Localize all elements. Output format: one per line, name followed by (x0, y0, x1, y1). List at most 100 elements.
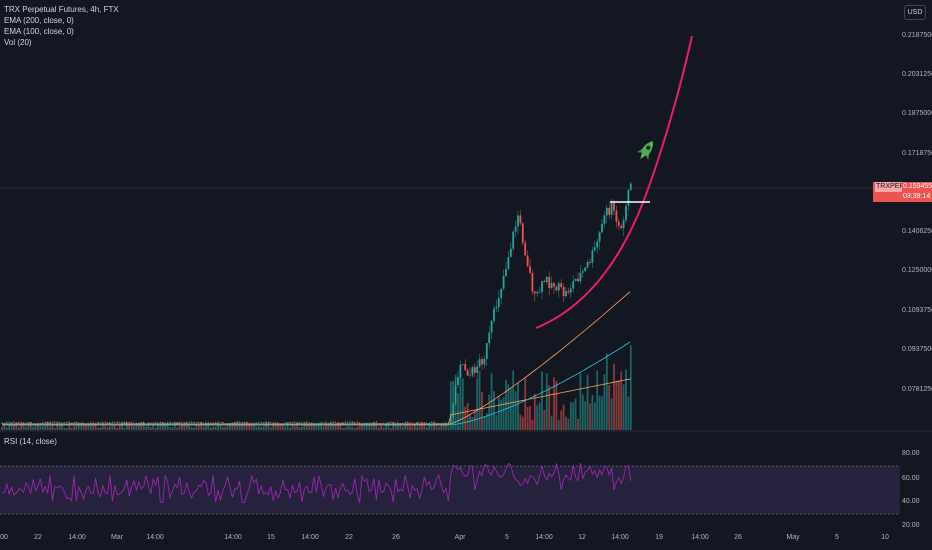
date-tick: 14:00 (224, 534, 242, 541)
volume-bar (495, 414, 498, 430)
candle-body (495, 306, 498, 309)
candle-body (437, 423, 440, 424)
volume-bar (505, 379, 507, 430)
volume-bar (121, 422, 123, 430)
volume-bar (70, 427, 73, 430)
candle-body (152, 422, 155, 424)
ema100-legend[interactable]: EMA (100, close, 0) (4, 27, 74, 36)
candle-body (524, 242, 527, 256)
candle-body (3, 422, 6, 424)
candle-body (130, 422, 133, 424)
volume-bar (622, 384, 625, 430)
volume-bar (149, 427, 152, 430)
price-tick: 0.0781250 (902, 386, 932, 393)
candle-body (380, 423, 383, 424)
volume-legend[interactable]: Vol (20) (4, 38, 32, 47)
candle-body (291, 422, 294, 423)
volume-bar (53, 427, 56, 430)
volume-bar (205, 422, 207, 430)
volume-bar (562, 404, 565, 430)
volume-bar (87, 424, 90, 430)
volume-bar (159, 423, 162, 430)
candle-body (500, 288, 503, 299)
volume-bar (305, 423, 308, 430)
date-tick: 22 (345, 534, 353, 541)
candle-body (481, 359, 483, 365)
volume-bar (8, 424, 11, 430)
candle-body (245, 422, 248, 424)
candle-body (267, 422, 270, 424)
ema200-legend[interactable]: EMA (200, close, 0) (4, 16, 74, 25)
symbol-title[interactable]: TRX Perpetual Futures, 4h, FTX (4, 5, 119, 14)
candle-body (502, 276, 505, 289)
volume-bar (363, 422, 366, 430)
volume-bar (193, 427, 195, 430)
volume-bar (17, 427, 20, 430)
date-tick: 14:00 (68, 534, 86, 541)
volume-bar (301, 426, 303, 430)
candle-body (39, 423, 42, 424)
volume-bar (469, 414, 471, 430)
volume-bar (277, 423, 279, 430)
candle-body (586, 261, 589, 268)
candle-body (454, 385, 457, 404)
volume-bar (224, 426, 227, 430)
volume-bar (39, 425, 42, 430)
volume-bar (466, 403, 469, 430)
candle-body (512, 231, 515, 249)
candle-body (303, 422, 306, 424)
candle-body (195, 422, 198, 423)
volume-bar (536, 405, 539, 430)
volume-bar (325, 423, 327, 430)
volume-bar (82, 423, 85, 430)
volume-bar (490, 373, 493, 430)
candle-body (178, 422, 181, 424)
candle-body (214, 422, 217, 424)
volume-bar (125, 422, 128, 430)
candle-body (409, 422, 411, 424)
volume-bar (272, 423, 275, 430)
volume-bar (5, 427, 8, 430)
volume-bar (447, 426, 450, 430)
candle-body (337, 422, 339, 424)
candle-body (260, 422, 263, 423)
candle-body (207, 422, 210, 424)
rsi-tick: 40.00 (902, 498, 920, 505)
volume-bar (238, 423, 241, 430)
rsi-legend[interactable]: RSI (14, close) (4, 437, 57, 446)
volume-bar (399, 424, 402, 430)
candle-body (617, 221, 620, 226)
price-tick: 0.1093750 (902, 307, 932, 314)
date-tick: 26 (734, 534, 742, 541)
currency-button[interactable]: USD (904, 5, 926, 20)
candle-body (485, 343, 488, 359)
price-tag-symbol: TRXPERP (875, 182, 902, 192)
candle-body (627, 189, 630, 206)
candle-body (629, 183, 632, 190)
candle-body (625, 205, 627, 221)
candle-body (538, 292, 541, 293)
candle-body (89, 422, 92, 424)
rocket-icon (636, 141, 654, 160)
volume-bar (123, 427, 126, 430)
volume-bar (262, 426, 265, 430)
candle-body (543, 280, 546, 283)
volume-bar (68, 422, 71, 430)
rsi-line (1, 462, 632, 504)
volume-bar (181, 425, 183, 430)
candle-body (449, 417, 452, 423)
candle-body (349, 422, 351, 423)
candle-body (341, 422, 344, 424)
candle-body (200, 422, 203, 424)
candle-body (29, 422, 32, 424)
volume-bar (617, 380, 620, 430)
candle-body (332, 422, 335, 423)
volume-bar (557, 419, 560, 430)
volume-bar (526, 407, 529, 430)
candle-body (221, 422, 224, 424)
volume-bar (548, 385, 551, 430)
volume-bar (313, 423, 315, 430)
candle-body (447, 422, 450, 423)
volume-bar (10, 422, 13, 430)
